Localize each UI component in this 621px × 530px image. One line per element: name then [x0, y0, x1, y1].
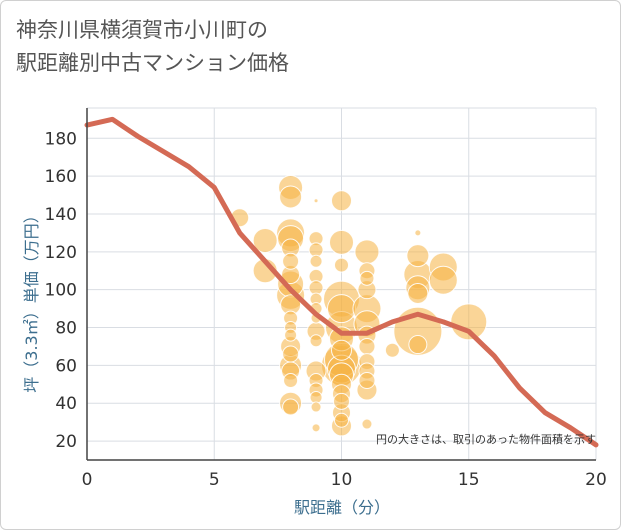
x-tick-label: 5 — [209, 470, 220, 490]
data-bubble — [282, 345, 300, 363]
chart-title-line-1: 神奈川県横須賀市小川町の — [16, 18, 268, 42]
data-bubble — [358, 372, 376, 390]
x-tick-label: 15 — [458, 470, 480, 490]
y-tick-label: 60 — [55, 356, 77, 376]
data-bubble — [311, 423, 321, 433]
data-bubble — [279, 185, 303, 209]
data-bubble — [334, 412, 349, 428]
data-bubble — [313, 198, 319, 204]
data-bubble — [331, 339, 352, 361]
data-bubble — [282, 398, 300, 416]
data-bubble — [333, 392, 350, 410]
x-axis-label: 駅距離（分） — [294, 498, 390, 517]
y-tick-label: 180 — [45, 129, 77, 149]
data-bubble — [327, 294, 356, 324]
x-tick-label: 10 — [331, 470, 353, 490]
chart-title-line-2: 駅距離別中古マンション価格 — [16, 51, 289, 75]
data-bubble — [309, 334, 323, 348]
y-tick-label: 140 — [45, 205, 77, 225]
data-bubble — [252, 227, 278, 253]
data-bubble — [282, 252, 300, 270]
y-tick-label: 80 — [55, 319, 77, 339]
bubble-series — [230, 174, 488, 437]
data-bubble — [310, 401, 322, 413]
data-bubble — [408, 335, 428, 355]
tick-labels: 20 40 60 80 100 120 140 160 180 0 5 10 15 20 — [45, 129, 607, 490]
y-tick-label: 100 — [45, 281, 77, 301]
data-bubble — [309, 254, 323, 268]
data-bubble — [428, 265, 458, 295]
data-bubble — [284, 328, 298, 342]
data-bubble — [407, 282, 429, 304]
data-bubble — [414, 229, 422, 237]
data-bubble — [359, 270, 375, 286]
x-tick-label: 20 — [585, 470, 607, 490]
data-bubble — [384, 342, 400, 358]
chart-title: 神奈川県横須賀市小川町の 駅距離別中古マンション価格 — [16, 14, 289, 80]
trend-line — [84, 116, 599, 448]
y-tick-label: 120 — [45, 243, 77, 263]
y-axis-label: 坪（3.3㎡）単価（万円） — [22, 207, 41, 392]
data-bubble — [354, 239, 380, 265]
data-bubble — [329, 229, 354, 255]
y-tick-label: 20 — [55, 432, 77, 452]
data-bubble — [331, 190, 352, 212]
data-bubble — [283, 373, 299, 389]
y-tick-label: 40 — [55, 394, 77, 414]
axes — [86, 108, 596, 461]
trend-line-group — [84, 116, 599, 448]
x-tick-label: 0 — [82, 470, 93, 490]
data-bubble — [334, 257, 349, 273]
data-bubble — [450, 303, 488, 341]
y-tick-label: 160 — [45, 167, 77, 187]
data-bubble — [361, 418, 373, 430]
data-bubble — [358, 337, 376, 355]
data-bubble — [406, 244, 430, 268]
bubble-size-note: 円の大きさは、取引のあった物件面積を示す — [376, 432, 596, 446]
